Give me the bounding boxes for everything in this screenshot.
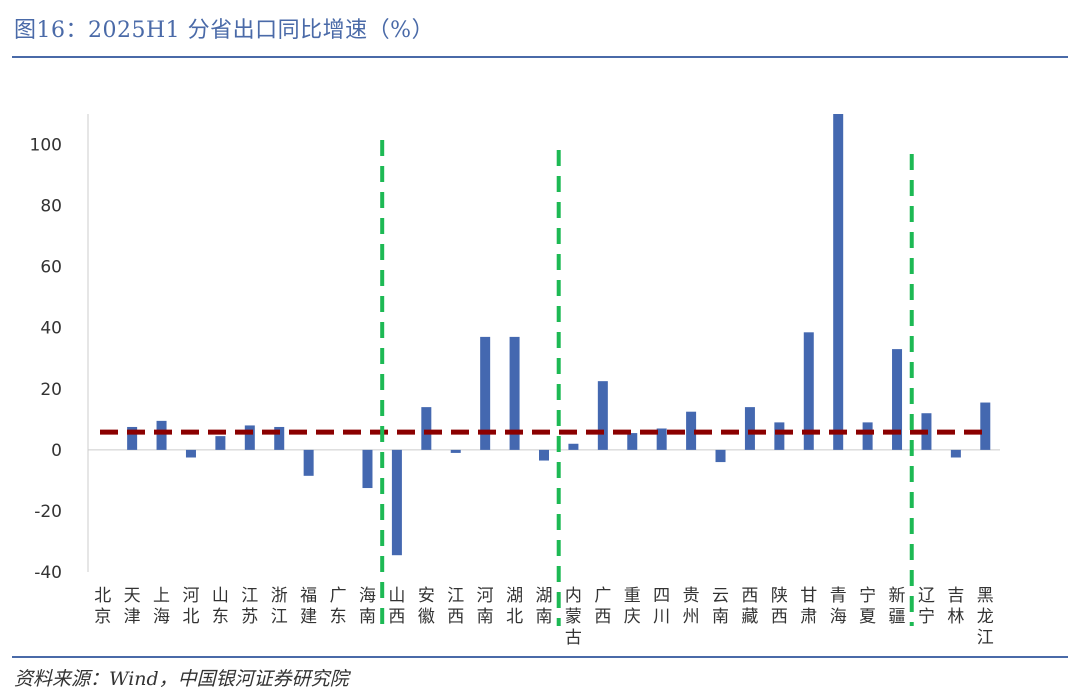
bar-云南 <box>715 449 726 463</box>
bar-宁夏 <box>862 422 873 450</box>
y-tick-label: 100 <box>30 136 62 156</box>
bar-山东 <box>215 436 226 450</box>
category-label: 辽宁 <box>918 586 935 627</box>
title-rule <box>12 56 1068 58</box>
bar-天津 <box>127 426 138 450</box>
bar-甘肃 <box>803 332 814 450</box>
category-label: 吉林 <box>947 586 964 627</box>
y-tick-label: 0 <box>51 441 62 461</box>
category-label: 新疆 <box>889 586 906 627</box>
y-tick-label: 60 <box>40 258 62 278</box>
category-label: 山东 <box>212 586 229 627</box>
category-label: 甘肃 <box>800 586 817 627</box>
category-label: 贵州 <box>683 586 700 627</box>
bar-河南 <box>480 336 491 450</box>
y-tick-label: -20 <box>34 502 62 522</box>
bar-新疆 <box>892 349 903 450</box>
bar-江苏 <box>244 425 255 450</box>
bar-海南 <box>362 449 373 489</box>
category-label: 云南 <box>712 586 729 627</box>
category-label: 浙江 <box>271 586 288 627</box>
category-label: 福建 <box>300 586 317 627</box>
bar-河北 <box>185 449 196 458</box>
bar-上海 <box>156 420 167 450</box>
category-label: 重庆 <box>624 586 641 627</box>
y-tick-label: -40 <box>34 563 62 583</box>
category-label: 天津 <box>124 586 141 627</box>
bar-青海 <box>833 114 844 450</box>
bar-江西 <box>450 449 461 453</box>
y-tick-label: 20 <box>40 380 62 400</box>
y-tick-label: 80 <box>40 197 62 217</box>
bar-浙江 <box>274 426 285 450</box>
category-label: 黑龙江 <box>977 586 994 648</box>
bar-安徽 <box>421 407 432 450</box>
source-rule <box>12 656 1068 658</box>
category-label: 湖北 <box>506 586 523 627</box>
axes: 100 80 60 40 20 0 -20 -40 <box>30 114 1000 583</box>
chart-title: 图16：2025H1 分省出口同比增速（%） <box>14 18 435 43</box>
bar-四川 <box>656 428 667 450</box>
bar-黑龙江 <box>980 402 991 450</box>
bar-贵州 <box>686 411 697 450</box>
bar-内蒙古 <box>568 443 579 450</box>
source-note: 资料来源：Wind，中国银河证券研究院 <box>14 668 349 690</box>
bar-chart: 100 80 60 40 20 0 -20 -40 北京天津上海河北山东江苏浙江福建广东海南山… <box>30 114 1000 648</box>
bar-重庆 <box>627 433 638 450</box>
bar-福建 <box>303 449 314 476</box>
category-label: 安徽 <box>418 586 435 627</box>
category-label: 江西 <box>447 586 464 627</box>
reference-lines <box>100 140 990 626</box>
bar-山西 <box>391 449 402 556</box>
category-label: 广东 <box>330 586 347 627</box>
category-label: 青海 <box>830 586 847 627</box>
category-label: 四川 <box>653 586 670 627</box>
category-label: 江苏 <box>241 586 258 627</box>
bar-湖北 <box>509 336 520 450</box>
category-label: 海南 <box>359 586 376 627</box>
category-label: 宁夏 <box>859 586 876 627</box>
category-label: 西藏 <box>741 586 758 627</box>
category-label: 河北 <box>182 586 199 627</box>
bar-广西 <box>597 381 608 450</box>
category-label: 内蒙古 <box>565 586 582 648</box>
category-label: 山西 <box>388 586 405 627</box>
category-label: 陕西 <box>771 586 788 627</box>
bar-湖南 <box>539 449 549 461</box>
bar-西藏 <box>744 407 755 450</box>
category-label: 广西 <box>594 586 611 627</box>
category-labels: 北京天津上海河北山东江苏浙江福建广东海南山西安徽江西河南湖北湖南内蒙古广西重庆四… <box>94 586 994 648</box>
category-label: 北京 <box>94 586 111 627</box>
bar-陕西 <box>774 422 785 450</box>
category-label: 湖南 <box>536 586 553 627</box>
y-tick-label: 40 <box>40 319 62 339</box>
category-label: 河南 <box>477 586 494 627</box>
bar-吉林 <box>950 449 961 458</box>
category-label: 上海 <box>153 586 170 627</box>
